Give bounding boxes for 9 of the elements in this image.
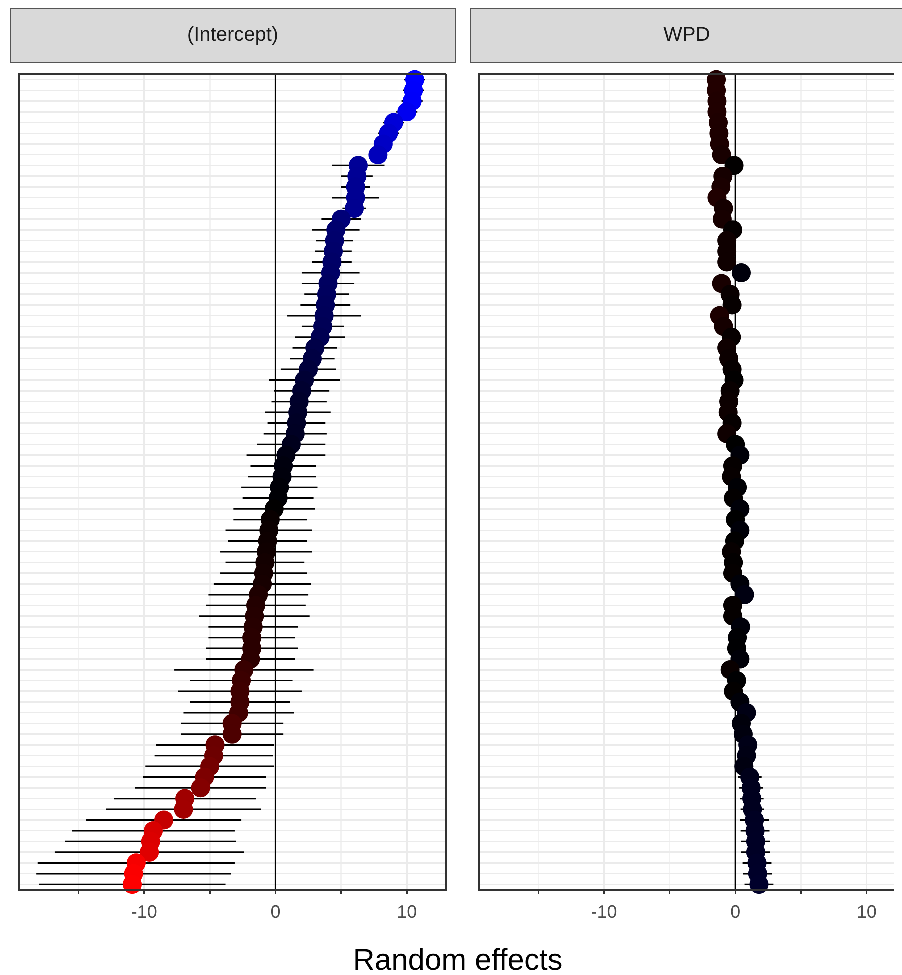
x-tick-label: 10: [397, 902, 418, 922]
x-tick-label: -10: [131, 902, 158, 922]
x-tick-label: -10: [591, 902, 618, 922]
chart-title: (Intercept): [10, 8, 456, 63]
x-tick-label: 0: [730, 902, 741, 922]
x-tick-label: 10: [856, 902, 877, 922]
x-tick-label: 0: [270, 902, 281, 922]
chart-title: WPD: [470, 8, 902, 63]
x-axis-title: Random effects: [352, 944, 564, 975]
